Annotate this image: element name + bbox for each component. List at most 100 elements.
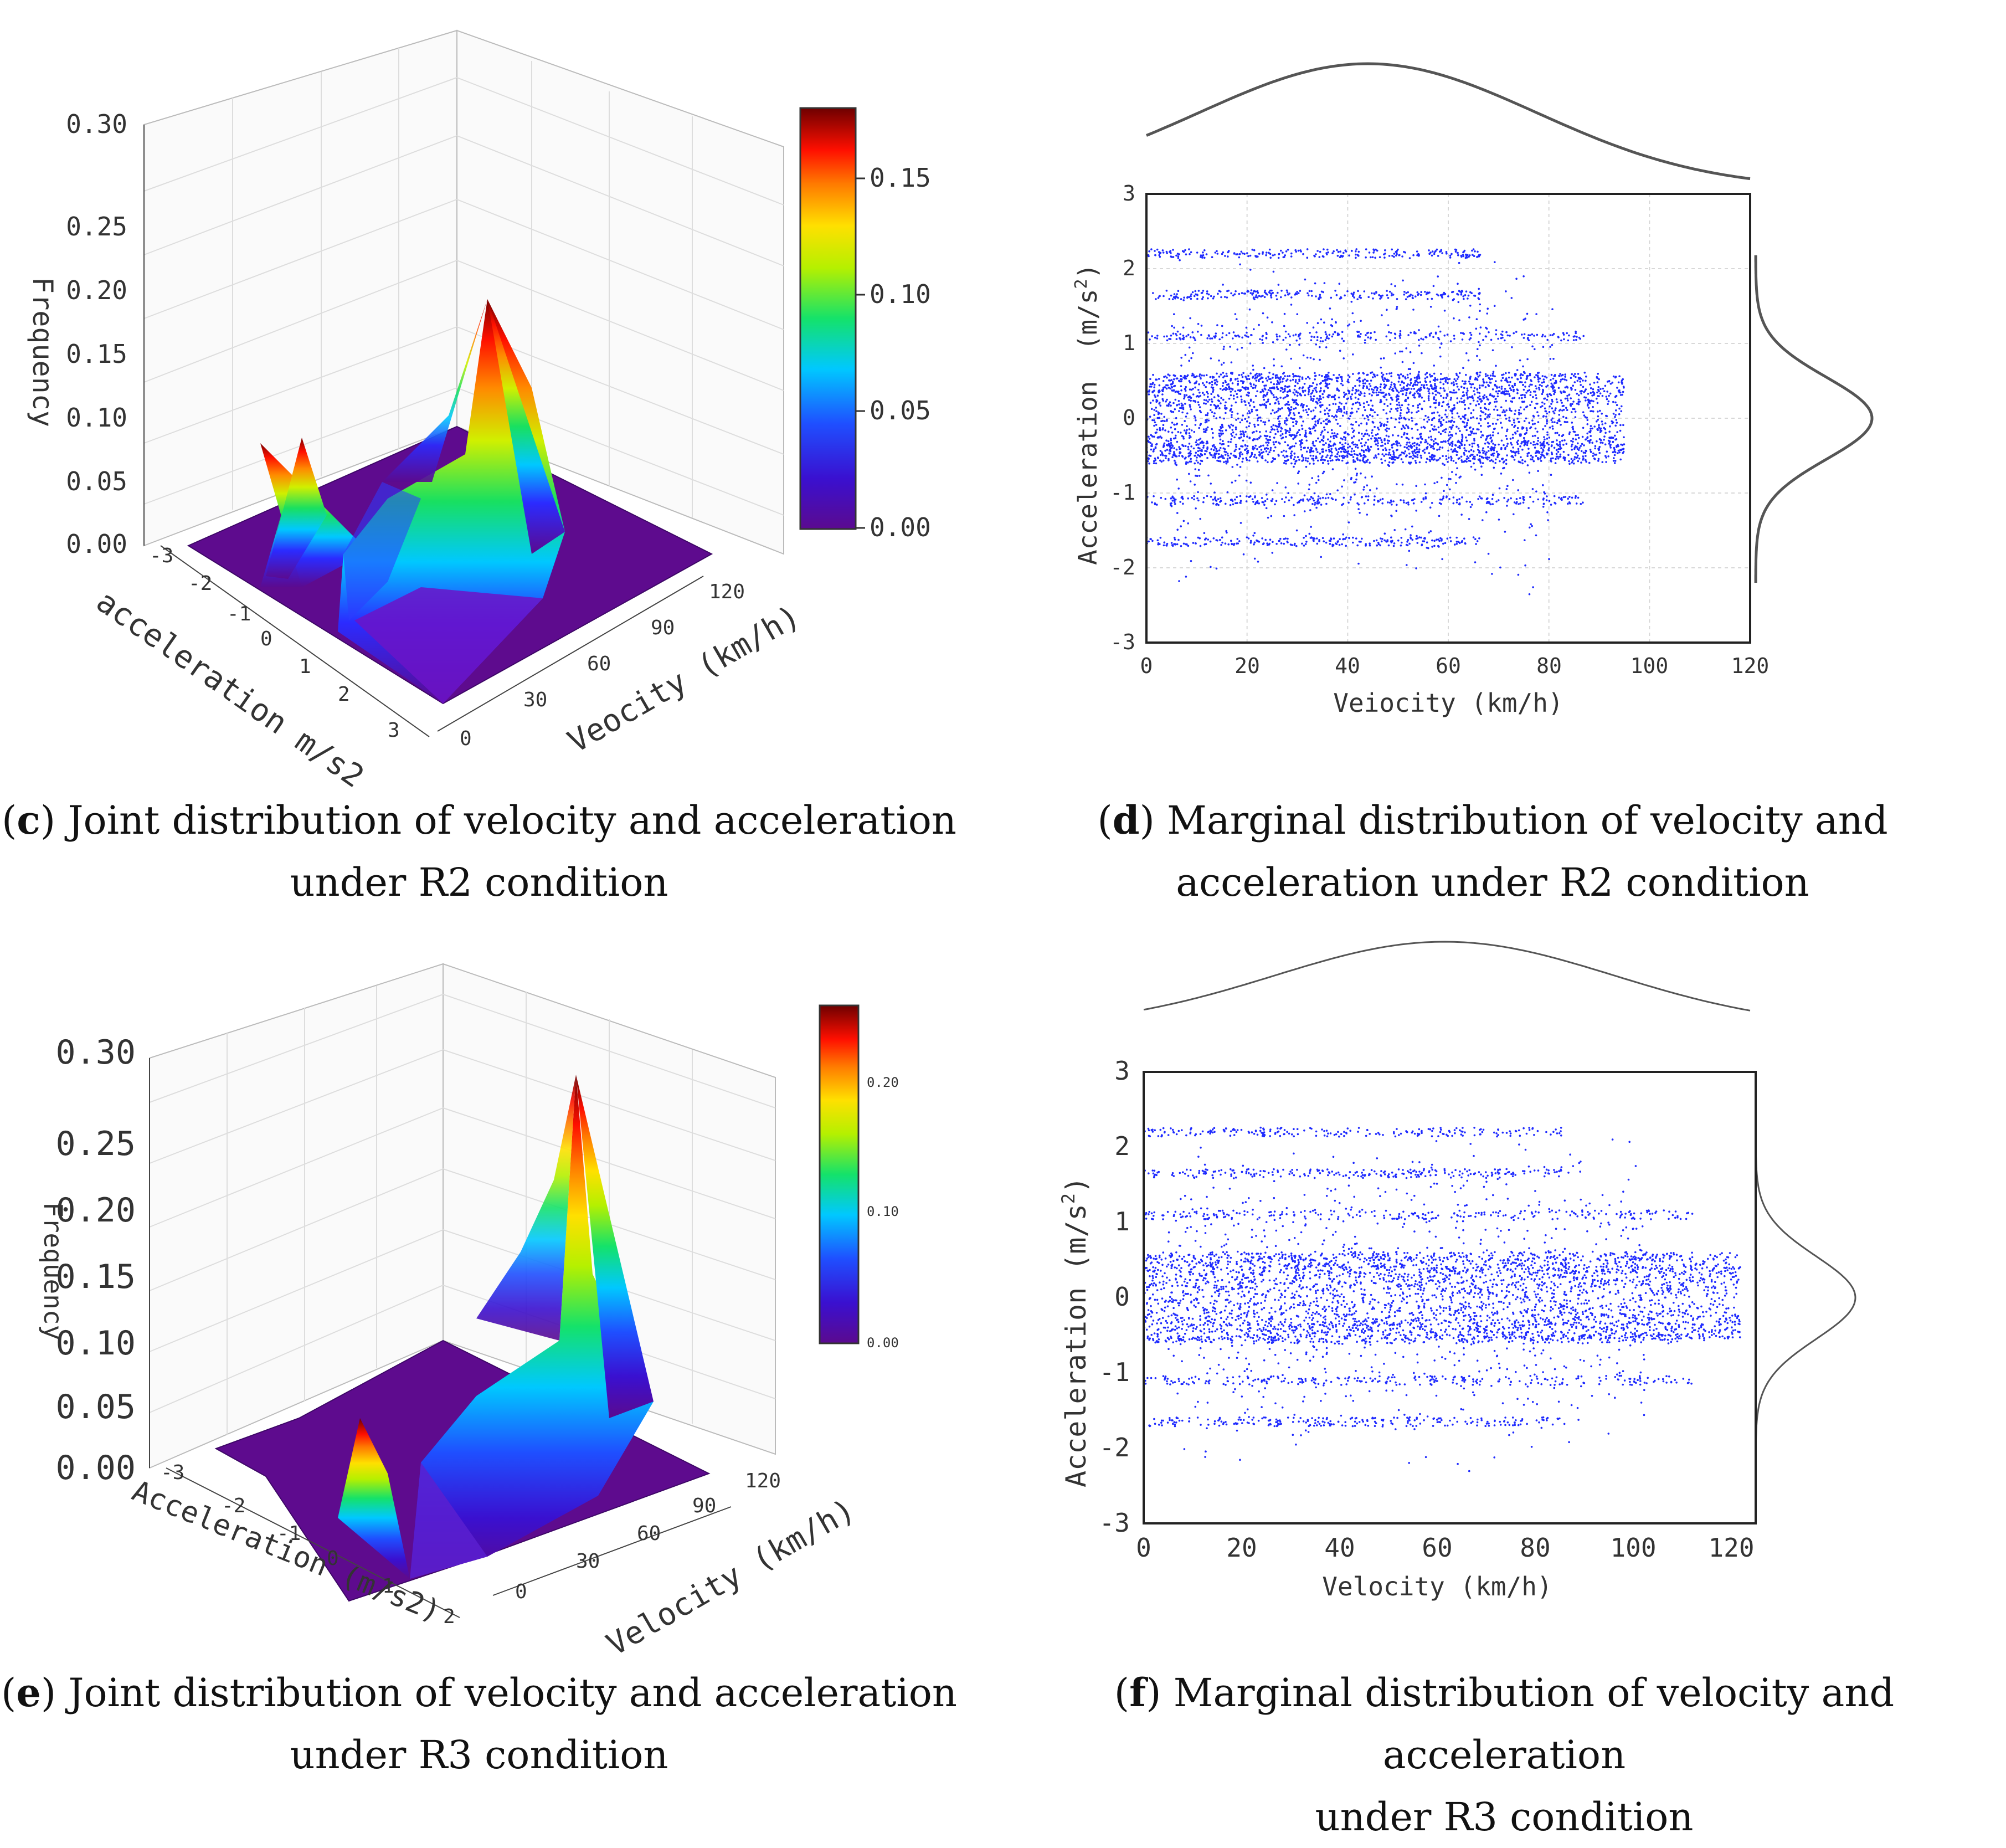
scatter-point	[1180, 375, 1182, 377]
scatter-point	[1381, 541, 1383, 543]
scatter-point	[1489, 460, 1491, 462]
scatter-point	[1225, 530, 1227, 532]
scatter-point	[1182, 407, 1185, 409]
scatter-point	[1497, 432, 1499, 434]
scatter-point	[1463, 387, 1465, 389]
scatter-point	[1315, 440, 1318, 442]
scatter-point	[1343, 340, 1345, 342]
scatter-point	[1588, 407, 1590, 409]
scatter-point	[1428, 397, 1430, 399]
scatter-point	[1186, 376, 1189, 378]
scatter-point	[1364, 290, 1366, 292]
scatter-point	[1424, 373, 1427, 376]
scatter-point	[1319, 395, 1321, 397]
scatter-point	[1534, 435, 1536, 437]
scatter-point	[1512, 434, 1514, 436]
scatter-point	[1380, 401, 1382, 403]
scatter-point	[1216, 250, 1218, 253]
scatter-point	[1222, 372, 1225, 374]
scatter-point	[1464, 542, 1467, 545]
scatter-point	[1302, 253, 1304, 255]
scatter-point	[1441, 296, 1443, 299]
scatter-point	[1244, 445, 1247, 447]
scatter-point	[1517, 443, 1519, 445]
scatter-point	[1285, 419, 1288, 422]
scatter-point	[1534, 423, 1536, 425]
scatter-point	[1178, 580, 1180, 582]
scatter-point	[1453, 389, 1455, 392]
scatter-point	[1604, 385, 1607, 387]
scatter-point	[1539, 388, 1541, 391]
scatter-point	[1385, 394, 1387, 396]
scatter-point	[1326, 454, 1329, 456]
scatter-point	[1479, 398, 1481, 401]
scatter-point	[1538, 452, 1540, 454]
scatter-point	[1567, 503, 1569, 505]
scatter-point	[1216, 500, 1218, 502]
scatter-point	[1353, 296, 1355, 299]
scatter-point	[1429, 506, 1432, 509]
scatter-point	[1353, 450, 1355, 452]
scatter-point	[1207, 412, 1209, 414]
scatter-point	[1531, 333, 1534, 336]
scatter-point	[1450, 397, 1452, 399]
scatter-point	[1485, 327, 1487, 329]
scatter-point	[1337, 540, 1339, 542]
scatter-point	[1279, 538, 1282, 540]
scatter-point	[1307, 460, 1309, 463]
scatter-point	[1473, 409, 1475, 412]
scatter-point	[1256, 457, 1258, 459]
scatter-point	[1556, 439, 1558, 442]
scatter-point	[1273, 442, 1275, 444]
scatter-point	[1474, 387, 1476, 389]
scatter-point	[1355, 481, 1357, 484]
scatter-point	[1246, 500, 1248, 502]
scatter-point	[1220, 397, 1222, 399]
scatter-point	[1409, 384, 1411, 386]
scatter-point	[1362, 458, 1365, 460]
scatter-point	[1574, 381, 1576, 383]
scatter-point	[1369, 449, 1371, 451]
scatter-point	[1321, 430, 1324, 433]
scatter-point	[1210, 409, 1212, 412]
scatter-point	[1287, 391, 1289, 393]
scatter-point	[1323, 440, 1325, 442]
scatter-point	[1384, 532, 1386, 535]
scatter-point	[1264, 387, 1266, 389]
scatter-point	[1597, 429, 1599, 431]
scatter-point	[1190, 295, 1192, 297]
scatter-point	[1524, 539, 1526, 541]
scatter-point	[1531, 419, 1534, 422]
scatter-point	[1585, 450, 1587, 453]
scatter-point	[1521, 449, 1524, 451]
scatter-point	[1592, 406, 1594, 408]
scatter-point	[1479, 333, 1481, 335]
scatter-point	[1218, 433, 1221, 435]
scatter-point	[1557, 336, 1560, 338]
scatter-point	[1563, 338, 1565, 341]
scatter-point	[1242, 382, 1244, 384]
scatter-point	[1439, 387, 1442, 389]
scatter-point	[1535, 394, 1537, 397]
scatter-point	[1415, 380, 1417, 382]
scatter-point	[1554, 375, 1556, 377]
scatter-point	[1180, 451, 1182, 454]
scatter-point	[1403, 432, 1406, 434]
scatter-point	[1489, 394, 1491, 397]
scatter-point	[1264, 423, 1266, 425]
scatter-point	[1265, 292, 1267, 295]
scatter-point	[1325, 331, 1327, 333]
scatter-point	[1197, 401, 1200, 403]
scatter-point	[1500, 422, 1502, 424]
x-tick: 3	[388, 719, 400, 742]
scatter-point	[1438, 414, 1441, 417]
scatter-point	[1193, 448, 1195, 450]
scatter-point	[1177, 539, 1180, 541]
scatter-point	[1380, 458, 1382, 460]
scatter-point	[1268, 451, 1271, 454]
scatter-point	[1225, 412, 1227, 414]
scatter-point	[1402, 361, 1404, 363]
scatter-point	[1400, 444, 1402, 446]
scatter-point	[1478, 255, 1480, 258]
scatter-point	[1470, 449, 1473, 451]
